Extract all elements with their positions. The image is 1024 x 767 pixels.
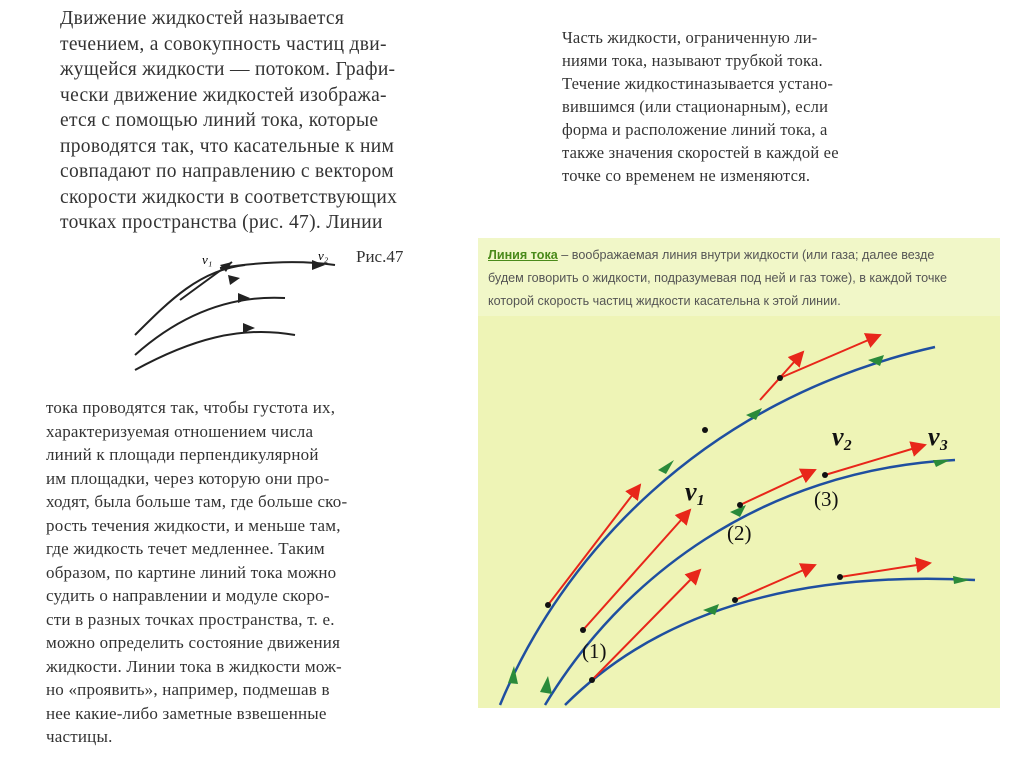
point [732,597,738,603]
streamline [134,264,246,336]
text-line: нее какие-либо заметные взвешенные [46,703,327,723]
arrow [540,676,552,694]
text-line: линий к площади перпендикулярной [46,445,319,464]
vector [779,333,882,379]
text-line: образом, по картине линий тока можно [46,562,337,582]
text-line: также значения скоростей в каждой ее [562,143,839,162]
arrow [868,355,884,366]
label: v₂ [832,422,853,451]
panel-text: – воображаемая линия внутри жидкости (ил… [557,248,935,262]
point [545,602,551,608]
text-line: точках пространства (рис. 47). Линии [60,212,383,233]
label: v₂ [318,248,329,263]
label: v₁ [202,252,212,267]
arrow [703,604,719,615]
arrow [658,460,674,474]
point [737,502,743,508]
text-line: частицы. [46,727,113,746]
point [589,677,595,683]
arrow [220,262,232,272]
streamline [564,577,976,706]
text-line: точке со временем не изменяются. [562,166,811,185]
text-line: ется с помощью линий тока, которые [60,110,379,131]
vector [739,468,817,506]
point [777,375,783,381]
text-line: тока проводятся так, чтобы густота их, [46,398,336,417]
text-line: характеризуемая отношением числа [46,421,314,441]
text-line: судить о направлении и модуле скоро- [46,586,330,605]
label: (2) [727,521,752,545]
point [702,427,708,433]
arrow [933,460,950,467]
text-line: но «проявить», например, подмешав в [46,680,330,699]
label: v₁ [685,477,706,506]
arrow [730,505,746,517]
streamline [134,296,286,356]
text-line: чески движение жидкостей изобража- [60,84,387,106]
text-line: скорости жидкости в соответствующих [60,186,398,208]
text-line: ниями тока, называют трубкой тока. [562,51,823,70]
streamlines: v₁ v₂ v₃ (1) (2) (3) [498,333,976,706]
vector [824,441,927,476]
arrow [243,323,255,333]
text-line: Часть жидкости, ограниченную ли- [562,28,818,47]
arrow [746,408,762,420]
label: v₃ [928,422,949,451]
vector [839,557,932,578]
panel-line: Линия тока – воображаемая линия внутри ж… [488,248,934,262]
streamline [498,345,936,706]
text-line: течением, а совокупность частиц дви- [60,33,387,55]
panel-text: которой скорость частиц жидкости касател… [488,294,841,308]
figure-47: v₁ v₂ Рис.47 [134,247,404,371]
vector [547,483,642,606]
panel-text: будем говорить о жидкости, подразумевая … [488,271,948,285]
label: (3) [814,487,839,511]
text-line: ходят, была больше там, где больше ско- [46,492,348,511]
arrow [312,260,325,270]
arrow [508,666,518,684]
point [837,574,843,580]
vector [591,568,702,681]
vector [582,508,692,631]
streamline [219,261,336,269]
label: (1) [582,639,607,663]
panel-title: Линия тока [488,248,558,262]
arrow [238,293,250,303]
arrow [228,275,240,285]
point [580,627,586,633]
text-line: жущейся жидкости — потоком. Графи- [60,59,396,80]
text-line: можно определить состояние движения [46,633,341,652]
streamline [134,330,296,371]
point [822,472,828,478]
vector [734,563,817,601]
caption: Рис.47 [356,247,404,266]
arrow [953,576,970,584]
text-line: вившимся (или стационарным), если [562,97,829,116]
text-line: совпадают по направлению с вектором [60,161,394,182]
text-line: им площадки, через которую они про- [46,468,330,488]
streamline [543,458,956,706]
text-line: сти в разных точках пространства, т. е. [46,609,335,629]
panel: Линия тока – воображаемая линия внутри ж… [478,238,1000,708]
text-line: рость течения жидкости, и меньше там, [46,515,341,535]
text-line: Течение жидкостиназывается устано- [562,74,834,93]
panel-header [478,238,1000,316]
text-line: где жидкость течет медленнее. Таким [46,539,325,558]
text-line: форма и расположение линий тока, а [562,120,828,139]
text-line: жидкости. Линии тока в жидкости мож- [46,656,342,676]
text-line: проводятся так, что касательные к ним [60,135,395,157]
text-line: Движение жидкостей называется [60,8,345,29]
